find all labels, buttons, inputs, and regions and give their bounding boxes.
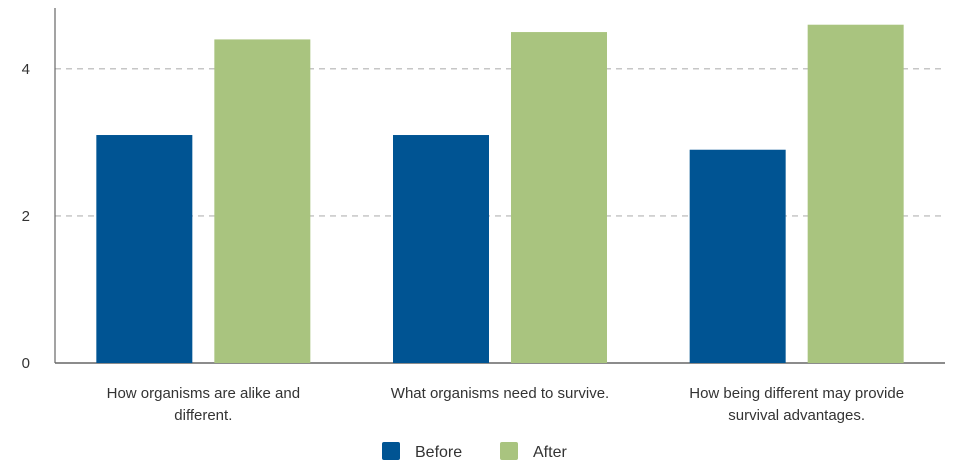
- bar-before-1: [393, 135, 489, 363]
- y-tick-label: 4: [22, 61, 30, 78]
- legend-swatch-after: [500, 442, 518, 460]
- bar-before-0: [96, 135, 193, 363]
- legend-label-before: Before: [415, 444, 462, 461]
- x-category-label-line: How organisms are alike and: [107, 385, 300, 402]
- y-tick-label: 0: [22, 355, 30, 372]
- gridlines: [55, 68, 945, 217]
- x-category-label-line: different.: [174, 407, 232, 424]
- legend: Before After: [382, 442, 567, 461]
- bar-after-0: [214, 39, 311, 364]
- x-category-label-line: What organisms need to survive.: [391, 385, 609, 402]
- bar-after-2: [807, 24, 904, 363]
- y-tick-label: 2: [22, 208, 30, 225]
- legend-label-after: After: [533, 444, 567, 461]
- x-category-labels: How organisms are alike and different. Wha…: [107, 385, 904, 424]
- x-category-label-line: survival advantages.: [728, 407, 865, 424]
- y-tick-labels: 0 2 4: [22, 61, 30, 372]
- x-category-label: How organisms are alike and different.: [107, 385, 300, 424]
- axes: [54, 8, 945, 364]
- x-category-label: What organisms need to survive.: [391, 385, 609, 402]
- bars: [96, 24, 904, 364]
- bar-after-1: [511, 32, 607, 363]
- legend-swatch-before: [382, 442, 400, 460]
- x-category-label-line: How being different may provide: [689, 385, 904, 402]
- x-category-label: How being different may provide survival …: [689, 385, 904, 424]
- bar-before-2: [689, 149, 786, 363]
